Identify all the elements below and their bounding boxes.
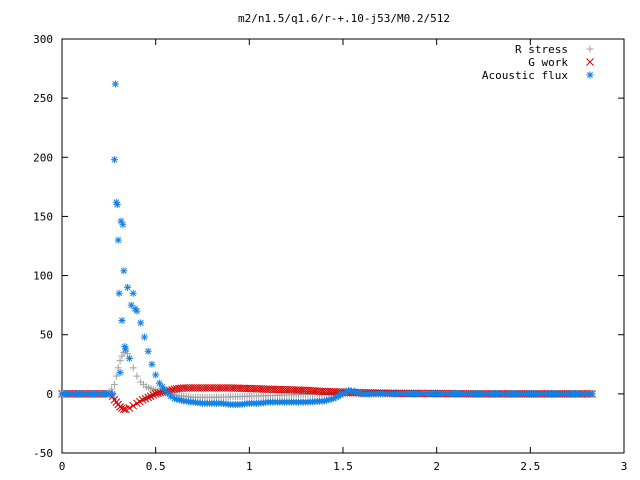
data-point	[112, 372, 120, 380]
data-point	[149, 391, 158, 399]
x-tick-label: 2.5	[520, 460, 540, 473]
y-tick-label: 0	[46, 388, 53, 401]
legend-label: G work	[528, 56, 568, 69]
legend-marker	[586, 58, 594, 66]
y-tick-label: 250	[33, 92, 53, 105]
data-point	[116, 357, 124, 365]
data-point	[114, 236, 122, 244]
data-point	[129, 289, 137, 297]
data-point	[110, 156, 118, 164]
series-layer	[58, 80, 597, 414]
y-tick-label: 100	[33, 270, 53, 283]
axes: 0 0.5 1 1.5 2 2.5 3 -50 0 50 100 150 200 250 300	[33, 33, 627, 473]
data-point	[118, 317, 126, 325]
legend-label: R stress	[515, 43, 568, 56]
data-point	[110, 380, 118, 388]
data-point	[155, 379, 163, 387]
data-point	[148, 360, 156, 368]
data-point	[125, 354, 133, 362]
y-tick-label: -50	[33, 447, 53, 460]
y-tick-label: 150	[33, 210, 53, 223]
x-tick-label: 1.5	[333, 460, 353, 473]
data-point	[152, 371, 160, 379]
data-point	[116, 369, 124, 377]
data-point	[151, 390, 160, 398]
data-point	[125, 404, 134, 412]
series-acoustic-flux	[58, 80, 596, 409]
data-point	[109, 390, 117, 398]
y-tick-label: 300	[33, 33, 53, 46]
data-point	[146, 392, 155, 401]
x-tick-label: 0.5	[146, 460, 166, 473]
data-point	[133, 372, 141, 380]
data-point	[124, 283, 132, 291]
legend-label: Acoustic flux	[482, 69, 568, 82]
data-point	[133, 307, 141, 315]
data-point	[122, 345, 130, 353]
data-point	[167, 392, 175, 400]
data-point	[118, 352, 126, 360]
x-tick-label: 2	[433, 460, 440, 473]
data-point	[144, 393, 153, 402]
data-point	[129, 401, 138, 410]
data-point	[137, 319, 145, 327]
data-point	[120, 267, 128, 275]
y-tick-label: 50	[40, 329, 53, 342]
data-point	[119, 221, 127, 229]
data-point	[140, 333, 148, 341]
data-point	[158, 383, 166, 391]
data-point	[115, 289, 123, 297]
legend-marker	[586, 45, 594, 53]
data-point	[129, 364, 137, 372]
x-tick-label: 1	[246, 460, 253, 473]
data-point	[154, 389, 162, 398]
x-tick-label: 0	[59, 460, 66, 473]
data-point	[113, 201, 121, 209]
legend-marker	[586, 71, 594, 79]
chart-title: m2/n1.5/q1.6/r-+.10-j53/M0.2/512	[238, 12, 450, 25]
data-point	[144, 347, 152, 355]
y-tick-label: 200	[33, 151, 53, 164]
data-point	[588, 390, 596, 398]
data-point	[111, 80, 119, 88]
x-tick-label: 3	[621, 460, 628, 473]
